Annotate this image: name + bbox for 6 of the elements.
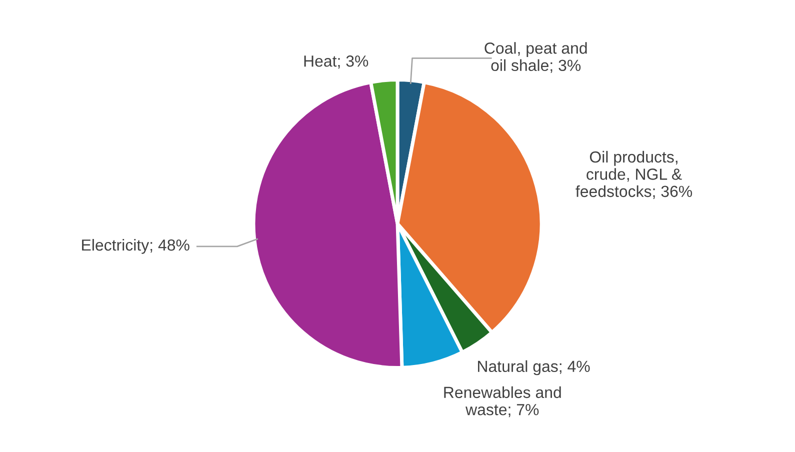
slice-label: Oil products, crude, NGL & feedstocks; 36% [576, 150, 692, 199]
slice-label: Natural gas; 4% [478, 360, 590, 376]
slice-label: Heat; 3% [304, 55, 368, 69]
slice-label: Electricity; 48% [82, 238, 190, 254]
slice-label: Renewables and waste; 7% [444, 386, 561, 418]
slice-label: Coal, peat and oil shale; 3% [484, 42, 587, 73]
